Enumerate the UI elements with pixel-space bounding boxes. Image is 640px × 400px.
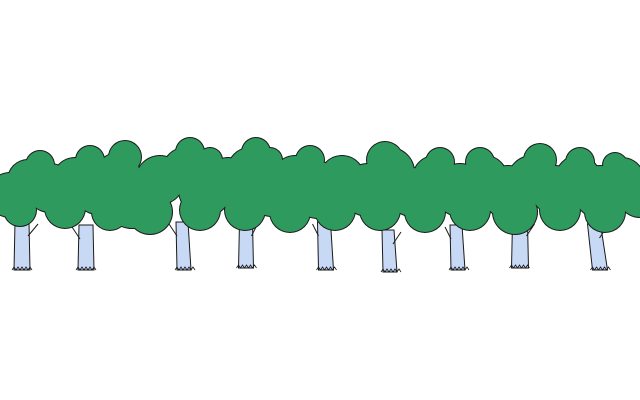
branch-line — [444, 226, 452, 240]
foliage-blob — [360, 190, 400, 230]
branch-line — [392, 231, 402, 245]
grass-tuft — [174, 266, 196, 271]
grass-tuft — [509, 264, 530, 269]
tree-trunk — [71, 224, 97, 271]
foliage-blob — [92, 194, 128, 230]
foliage-blob — [450, 190, 490, 230]
foliage-blob — [315, 190, 355, 230]
trunk-shape — [77, 224, 95, 271]
foliage-blob — [540, 190, 580, 230]
foliage-blob — [426, 148, 454, 176]
canopy-fill — [0, 138, 640, 234]
grass-tuft — [316, 266, 337, 271]
foliage-blob — [270, 192, 310, 232]
grass-tuft — [75, 266, 97, 271]
foliage-blob — [26, 151, 54, 179]
tree-trunk — [380, 229, 402, 273]
trunk-shape — [13, 221, 31, 271]
foliage-blob — [76, 146, 104, 174]
foliage-blob — [585, 192, 625, 232]
foliage-blob — [45, 188, 85, 228]
foliage-blob — [198, 148, 222, 172]
branch-line — [168, 223, 178, 237]
grass-tuft — [11, 266, 33, 271]
grass-tuft — [380, 268, 402, 273]
foliage-blob — [176, 138, 204, 166]
foliage-blob — [566, 148, 594, 176]
trunk-shape — [175, 221, 192, 271]
branch-line — [27, 223, 39, 237]
tree-canopy — [0, 137, 640, 235]
foliage-blob — [225, 190, 265, 230]
foliage-blob — [367, 142, 403, 178]
tree-trunks — [11, 221, 611, 273]
grass-tuft — [236, 264, 257, 269]
foliage-blob — [466, 148, 494, 176]
foliage-blob — [405, 192, 445, 232]
foliage-blob — [493, 190, 537, 234]
branch-line — [71, 226, 81, 240]
foliage-blob — [524, 144, 556, 176]
grass-tuft — [448, 266, 470, 271]
foliage-blob — [4, 194, 36, 226]
foliage-blob — [258, 148, 282, 172]
branch-line — [312, 223, 319, 237]
trunk-shape — [449, 224, 466, 271]
foliage-blob — [296, 146, 324, 174]
trunk-shape — [381, 229, 398, 273]
foliage-blob — [109, 141, 141, 173]
grass-tuft — [590, 266, 611, 271]
foliage-blob — [180, 190, 220, 230]
foliage-blob — [128, 190, 172, 234]
foliage-blob — [603, 153, 627, 177]
